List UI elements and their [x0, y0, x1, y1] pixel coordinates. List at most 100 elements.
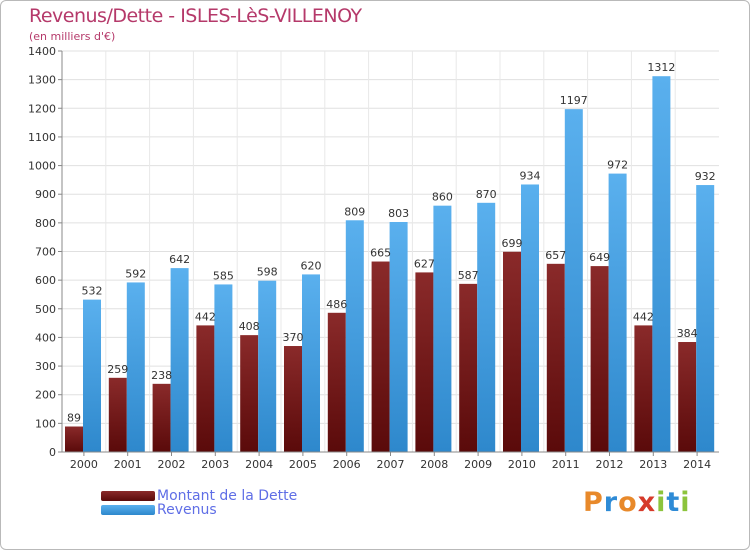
data-label-debt: 238 — [151, 369, 172, 382]
logo-letter: i — [680, 487, 691, 518]
bar-debt — [415, 272, 434, 452]
y-tick-label: 300 — [35, 360, 56, 373]
bar-revenue — [652, 76, 671, 452]
legend-item-revenue: Revenus — [101, 502, 217, 518]
bar-revenue — [521, 184, 539, 452]
data-label-debt: 442 — [195, 310, 216, 323]
bar-debt — [459, 283, 478, 452]
x-tick-label: 2010 — [508, 458, 536, 471]
data-label-revenue: 585 — [213, 269, 234, 282]
data-label-revenue: 592 — [125, 267, 146, 280]
bar-revenue — [83, 299, 101, 452]
logo-letter: t — [666, 487, 681, 518]
y-tick-label: 400 — [35, 331, 56, 344]
data-label-revenue: 532 — [82, 285, 103, 298]
y-tick-label: 800 — [35, 217, 56, 230]
y-tick-label: 500 — [35, 303, 56, 316]
data-label-revenue: 620 — [301, 259, 322, 272]
data-label-debt: 408 — [239, 320, 260, 333]
x-tick-label: 2000 — [70, 458, 98, 471]
bars — [65, 76, 715, 453]
data-label-debt: 486 — [326, 298, 347, 311]
logo-letter: x — [637, 487, 657, 518]
data-label-revenue: 932 — [695, 170, 716, 183]
bar-revenue — [214, 284, 233, 452]
bar-debt — [284, 346, 302, 452]
bar-revenue — [608, 173, 627, 452]
legend-label-revenue: Revenus — [157, 502, 217, 518]
bar-debt — [108, 377, 127, 452]
axes: 0 100 200 300 400 500 600 700 800 900 1000 1100 1200… — [28, 45, 719, 471]
x-tick-label: 2003 — [201, 458, 229, 471]
y-tick-label: 1300 — [28, 74, 56, 87]
data-label-revenue: 642 — [169, 253, 190, 266]
legend-swatch-debt — [101, 491, 155, 501]
x-tick-label: 2012 — [596, 458, 624, 471]
data-label-debt: 384 — [677, 327, 698, 340]
legend-swatch-revenue — [101, 505, 155, 515]
data-label-revenue: 870 — [476, 188, 497, 201]
data-label-revenue: 860 — [432, 191, 453, 204]
y-tick-label: 1400 — [28, 45, 56, 58]
data-label-debt: 627 — [414, 257, 435, 270]
y-tick-label: 900 — [35, 188, 56, 201]
logo-letter: r — [603, 487, 619, 518]
data-label-revenue: 1197 — [560, 94, 588, 107]
bar-revenue — [126, 282, 145, 452]
x-tick-label: 2006 — [333, 458, 361, 471]
x-tick-label: 2009 — [464, 458, 492, 471]
chart-title: Revenus/Dette - ISLES-LèS-VILLENOY — [29, 5, 362, 27]
y-tick-label: 100 — [35, 417, 56, 430]
bar-debt — [196, 325, 215, 452]
data-label-revenue: 803 — [388, 207, 409, 220]
bar-revenue — [170, 268, 189, 452]
x-tick-label: 2001 — [114, 458, 142, 471]
x-tick-label: 2011 — [552, 458, 580, 471]
y-tick-label: 700 — [35, 246, 56, 259]
x-tick-label: 2013 — [639, 458, 667, 471]
legend-label-debt: Montant de la Dette — [157, 488, 298, 504]
data-label-revenue: 1312 — [647, 61, 675, 74]
x-tick-label: 2002 — [158, 458, 186, 471]
bar-revenue — [345, 220, 364, 452]
bar-debt — [65, 426, 83, 452]
bar-debt — [371, 261, 390, 452]
bar-debt — [546, 263, 565, 452]
value-labels: 89 532 259 592 238 642 442 585 408 598 370 620 486 80… — [67, 61, 716, 424]
y-tick-label: 1200 — [28, 102, 56, 115]
bar-debt — [327, 312, 346, 452]
data-label-debt: 649 — [589, 251, 610, 264]
bar-revenue — [564, 109, 583, 453]
data-label-debt: 699 — [502, 237, 523, 250]
bar-revenue — [696, 185, 715, 452]
logo-letter: i — [656, 487, 667, 518]
data-label-debt: 587 — [458, 269, 479, 282]
bar-debt — [590, 266, 609, 452]
y-tick-label: 600 — [35, 274, 56, 287]
data-label-debt: 89 — [67, 412, 81, 425]
data-label-revenue: 972 — [607, 159, 628, 172]
data-label-revenue: 809 — [344, 205, 365, 218]
y-tick-label: 1000 — [28, 160, 56, 173]
bar-revenue — [477, 202, 496, 452]
bar-revenue — [433, 205, 452, 452]
x-tick-label: 2004 — [245, 458, 273, 471]
logo-letter: P — [583, 487, 604, 518]
data-label-debt: 657 — [545, 249, 566, 262]
bar-revenue — [302, 274, 320, 452]
bar-debt — [678, 342, 697, 452]
y-tick-label: 0 — [49, 446, 56, 459]
x-tick-label: 2008 — [420, 458, 448, 471]
data-label-debt: 259 — [107, 363, 128, 376]
bar-debt — [240, 335, 259, 452]
data-label-debt: 370 — [283, 331, 304, 344]
chart-subtitle: (en milliers d'€) — [29, 30, 116, 43]
bar-debt — [152, 383, 171, 452]
proxiti-logo: Proxiti — [583, 487, 691, 518]
logo-letter: o — [618, 487, 638, 518]
bar-revenue — [258, 280, 277, 452]
bar-debt — [634, 325, 653, 452]
data-label-revenue: 598 — [257, 266, 278, 279]
data-label-debt: 442 — [633, 310, 654, 323]
